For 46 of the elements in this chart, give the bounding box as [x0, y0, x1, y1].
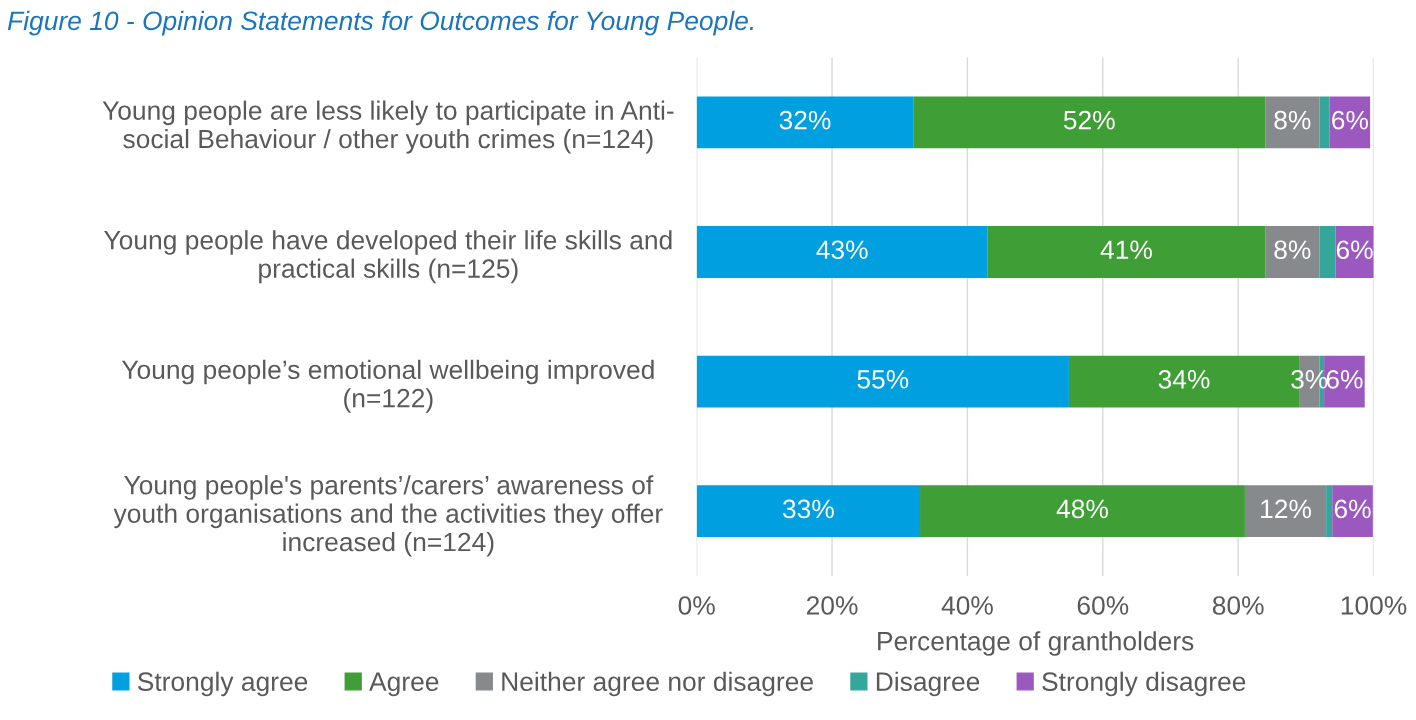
x-tick-label: 80% — [1212, 596, 1264, 615]
bar — [1319, 96, 1330, 149]
legend-label: Strongly agree — [137, 671, 308, 697]
bar — [987, 226, 1266, 278]
bar — [696, 355, 1069, 408]
x-tick-label: 40% — [941, 596, 993, 615]
bar — [1332, 485, 1373, 538]
data-label: 6% — [1336, 240, 1373, 260]
bar — [696, 226, 988, 278]
data-label: 32% — [779, 110, 831, 130]
data-label: 8% — [1274, 240, 1311, 260]
text: Figure 10 - Opinion Statements for Outcomes for Young People. — [7, 10, 753, 36]
data-label: 41% — [1100, 240, 1152, 259]
y-tick-label: Young people have developed their life skills and practical skills (n=125) — [104, 230, 672, 284]
legend-label: Strongly disagree — [1042, 671, 1246, 697]
x-tick-label: 0% — [678, 596, 715, 615]
data-label: 8% — [1274, 110, 1311, 130]
data-label: 12% — [1261, 499, 1311, 519]
bar — [1265, 226, 1320, 278]
x-tick-label: 60% — [1077, 596, 1129, 615]
data-label: 33% — [782, 499, 834, 519]
bar — [920, 485, 1245, 538]
bar — [1319, 226, 1336, 278]
data-label: 55% — [857, 370, 909, 389]
bar — [1326, 485, 1333, 538]
y-tick-label: Young people’s emotional wellbeing improved (n=122) — [121, 359, 654, 413]
x-axis-title: Percentage of grantholders — [878, 631, 1194, 656]
data-label: 6% — [1332, 110, 1368, 130]
x-tick-label: 20% — [806, 596, 858, 615]
y-tick-label: Young people's parents’/carers’ awareness of youth organisations and the activities they offer increased (n=124) — [113, 475, 663, 557]
bar — [696, 485, 921, 538]
x-tick-label: 100% — [1341, 596, 1407, 615]
bar — [1244, 485, 1327, 538]
y-tick-label: Young people are less likely to participate in Anti- social Behaviour / other youth crimes (n=124) — [102, 100, 674, 154]
legend-label: Neither agree nor disagree — [502, 671, 813, 697]
data-label: 6% — [1326, 370, 1363, 389]
data-label: 6% — [1334, 499, 1371, 519]
data-label: 52% — [1063, 110, 1115, 130]
legend-label: Disagree — [876, 671, 980, 697]
bar — [913, 96, 1266, 149]
legend-label: Agree — [369, 672, 439, 697]
data-label: 34% — [1158, 370, 1210, 389]
bar — [1265, 96, 1320, 149]
data-label: 48% — [1056, 499, 1108, 519]
bar — [696, 96, 914, 149]
data-label: 43% — [816, 240, 868, 260]
